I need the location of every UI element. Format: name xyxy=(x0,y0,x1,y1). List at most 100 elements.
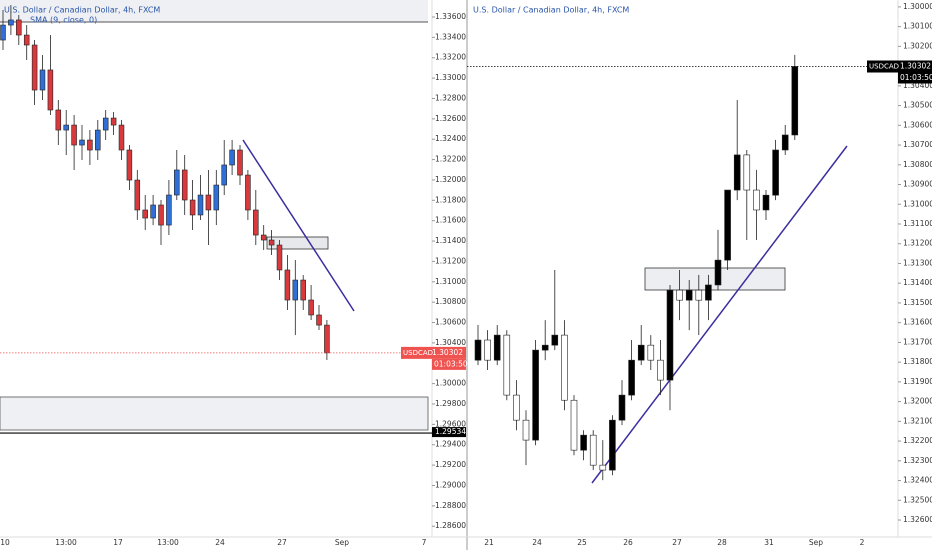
candle-body xyxy=(63,124,69,131)
candle-body xyxy=(95,129,101,151)
candle-body xyxy=(8,19,14,26)
candle-body xyxy=(39,69,46,91)
candle-body xyxy=(142,209,148,219)
candle-body xyxy=(284,269,291,301)
candle-body xyxy=(695,289,703,301)
countdown-label: 01:03:50 xyxy=(900,73,932,82)
x-tick-label: 21 xyxy=(484,538,494,547)
candle-body xyxy=(484,339,491,361)
candle-body xyxy=(666,289,674,381)
candle-body xyxy=(791,66,799,136)
y-tick-label: 1.31900 xyxy=(903,377,932,386)
y-tick-label: 1.32500 xyxy=(903,495,932,504)
candle-body xyxy=(158,204,164,226)
x-tick-label: 27 xyxy=(277,538,287,547)
candle-body xyxy=(181,169,188,201)
y-tick-label: 1.31200 xyxy=(903,239,932,248)
countdown-badge xyxy=(898,72,932,84)
candle-body xyxy=(503,334,511,396)
x-tick-label: 25 xyxy=(577,538,587,547)
x-tick-label: 27 xyxy=(672,538,682,547)
candle-body xyxy=(762,194,770,211)
countdown-label: 01:03:50 xyxy=(434,359,468,368)
y-tick-label: 1.30200 xyxy=(903,41,932,50)
zone-box xyxy=(0,396,429,431)
x-tick-label: 24 xyxy=(215,538,225,547)
candle-body xyxy=(300,279,306,301)
candle-body xyxy=(253,209,259,236)
candle-body xyxy=(237,149,243,176)
candle-body xyxy=(724,189,731,261)
y-tick-label: 1.32300 xyxy=(903,456,932,465)
candle-body xyxy=(87,139,93,151)
candle-body xyxy=(561,334,568,401)
candle-body xyxy=(102,117,109,131)
candle-body xyxy=(245,174,251,211)
y-tick-label: 1.29000 xyxy=(435,480,466,489)
candle-body xyxy=(628,359,635,396)
candle-body xyxy=(772,149,779,196)
price-badge xyxy=(867,60,932,73)
y-tick-label: 1.32600 xyxy=(903,515,932,524)
y-tick-label: 1.31400 xyxy=(435,236,466,245)
candle-body xyxy=(47,69,54,111)
left-chart: 1.33600 1.33400 1.33200 1.33000 1.32800 1.326… xyxy=(0,4,468,547)
y-tick-label: 1.28800 xyxy=(435,501,466,510)
last-price-label: 1.30302 xyxy=(900,62,931,71)
candle-body xyxy=(714,259,722,286)
y-tick-label: 1.31800 xyxy=(435,195,466,204)
x-tick-label: Sep xyxy=(335,538,349,547)
x-tick-label: 28 xyxy=(717,538,727,547)
candle-body xyxy=(513,394,520,421)
symbol-label: USDCAD xyxy=(403,349,433,357)
x-tick-label: 13:00 xyxy=(55,538,77,547)
trend-line xyxy=(242,139,355,312)
zone-box xyxy=(266,236,329,250)
candle-body xyxy=(781,134,789,151)
y-tick-label: 1.33400 xyxy=(435,32,466,41)
countdown-badge xyxy=(432,358,466,370)
candle-body xyxy=(166,194,172,226)
y-tick-label: 1.31700 xyxy=(903,337,932,346)
candle-body xyxy=(134,179,141,211)
y-tick-label: 1.33200 xyxy=(435,53,466,62)
y-tick-label: 1.32000 xyxy=(435,175,466,184)
candle-body xyxy=(493,334,501,361)
y-tick-label: 1.31500 xyxy=(903,298,932,307)
candle-body xyxy=(522,419,530,441)
y-tick-label: 1.32400 xyxy=(435,134,466,143)
y-tick-label: 1.30900 xyxy=(903,180,932,189)
y-tick-label: 1.31000 xyxy=(903,199,932,208)
candle-body xyxy=(71,124,77,146)
candle-body xyxy=(733,154,741,191)
last-price-label: 1.30302 xyxy=(432,348,463,357)
y-tick-label: 1.30000 xyxy=(903,2,932,11)
candle-body xyxy=(580,434,587,451)
symbol-label: USDCAD xyxy=(869,63,899,71)
candle-body xyxy=(150,204,156,219)
x-tick-label: 26 xyxy=(623,538,633,547)
candle-body xyxy=(23,34,30,46)
candle-body xyxy=(308,299,314,316)
candle-body xyxy=(213,184,220,211)
chart-title: U.S. Dollar / Canadian Dollar, 4h, FXCM xyxy=(473,6,629,15)
candle-body xyxy=(189,199,196,216)
y-tick-label: 1.32000 xyxy=(903,397,932,406)
x-tick-label: 7 xyxy=(422,538,427,547)
candle-body xyxy=(276,244,283,271)
candle-body xyxy=(55,109,62,131)
y-tick-label: 1.30400 xyxy=(903,81,932,90)
y-tick-label: 1.33000 xyxy=(435,73,466,82)
y-tick-label: 1.32800 xyxy=(435,93,466,102)
y-tick-label: 1.33600 xyxy=(435,12,466,21)
candle-body xyxy=(532,349,539,441)
candle-body xyxy=(31,44,38,91)
y-tick-label: 1.29800 xyxy=(435,399,466,408)
candle-body xyxy=(0,24,6,41)
candle-body xyxy=(647,344,655,361)
y-tick-label: 1.31300 xyxy=(903,258,932,267)
y-tick-label: 1.30000 xyxy=(435,379,466,388)
candle-body xyxy=(637,344,645,361)
right-chart: 1.300001.301001.302001.303001.304001.305… xyxy=(467,2,932,547)
